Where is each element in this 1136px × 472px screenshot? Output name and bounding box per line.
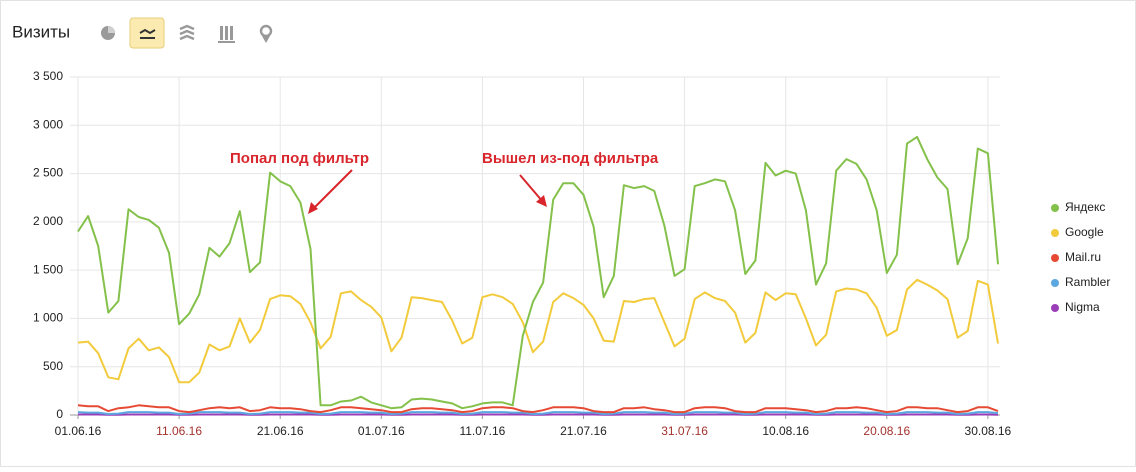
x-tick-label: 21.06.16 [257,424,304,438]
x-tick-label: 10.08.16 [762,424,809,438]
line-button[interactable] [130,18,164,48]
y-tick-label: 2 500 [33,166,63,180]
annotation: Попал под фильтр [230,150,369,167]
legend-marker [1051,304,1059,312]
pie-button[interactable] [101,26,115,40]
annotation: Вышел из-под фильтра [482,150,659,167]
legend-marker [1051,279,1059,287]
legend-marker [1051,254,1059,262]
legend-label: Mail.ru [1065,250,1101,264]
y-tick-label: 500 [43,359,63,373]
x-tick-label: 01.07.16 [358,424,405,438]
y-tick-label: 3 000 [33,117,63,131]
x-tick-label: 31.07.16 [661,424,708,438]
y-tick-label: 2 000 [33,214,63,228]
x-tick-label: 20.08.16 [863,424,910,438]
legend-marker [1051,229,1059,237]
legend-label: Rambler [1065,275,1110,289]
legend-marker [1051,204,1059,212]
x-tick-label: 21.07.16 [560,424,607,438]
x-tick-label: 01.06.16 [55,424,102,438]
legend-label: Google [1065,225,1104,239]
y-tick-label: 1 000 [33,311,63,325]
y-tick-label: 0 [56,407,63,421]
legend-label: Яндекс [1065,200,1105,214]
legend-label: Nigma [1065,300,1100,314]
bar-button[interactable] [218,26,235,42]
x-tick-label: 11.06.16 [156,424,202,438]
x-tick-label: 11.07.16 [459,424,505,438]
header-title: Визиты [12,22,70,41]
y-tick-label: 1 500 [33,262,63,276]
y-tick-label: 3 500 [33,69,63,83]
x-tick-label: 30.08.16 [965,424,1012,438]
